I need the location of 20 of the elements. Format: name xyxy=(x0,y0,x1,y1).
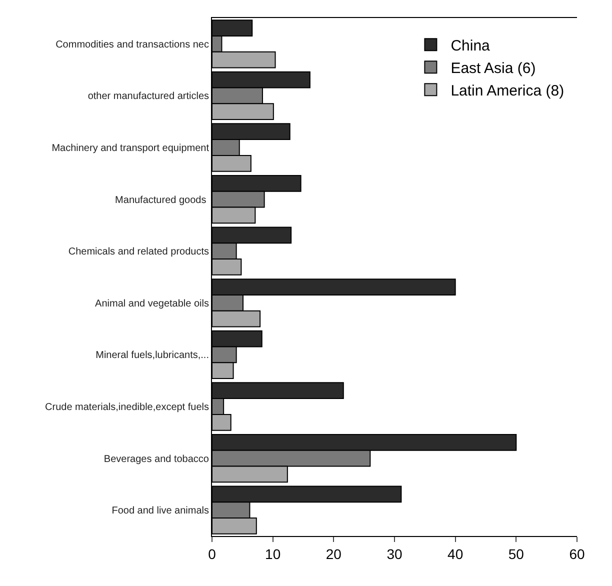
y-tick-label: Mineral fuels,lubricants,... xyxy=(96,350,209,362)
x-tick-label: 30 xyxy=(386,546,402,562)
x-tick-label: 40 xyxy=(448,546,464,562)
y-tick-label: Manufactured goods xyxy=(115,194,209,206)
x-tick-label: 20 xyxy=(326,546,342,562)
x-tick-label: 50 xyxy=(508,546,524,562)
y-tick-label: Crude materials,inedible,except fuels xyxy=(45,402,209,413)
legend-label: China xyxy=(450,37,491,54)
y-tick-label: Chemicals and related products xyxy=(68,246,209,258)
x-tick-label: 0 xyxy=(208,546,216,562)
legend-label: Latin America (8) xyxy=(450,82,564,100)
y-tick-label: Commodities and transactions nec xyxy=(56,39,209,50)
legend-label: East Asia (6) xyxy=(450,60,536,77)
y-tick-label: Animal and vegetable oils xyxy=(95,298,209,310)
x-tick-label: 60 xyxy=(569,546,585,562)
y-tick-label: Food and live animals xyxy=(112,506,209,517)
y-tick-label: Beverages and tobacco xyxy=(104,454,210,465)
x-tick-label: 10 xyxy=(265,546,281,562)
y-tick-label: other manufactured articles xyxy=(88,91,209,102)
y-tick-label: Machinery and transport equipment xyxy=(52,143,210,154)
